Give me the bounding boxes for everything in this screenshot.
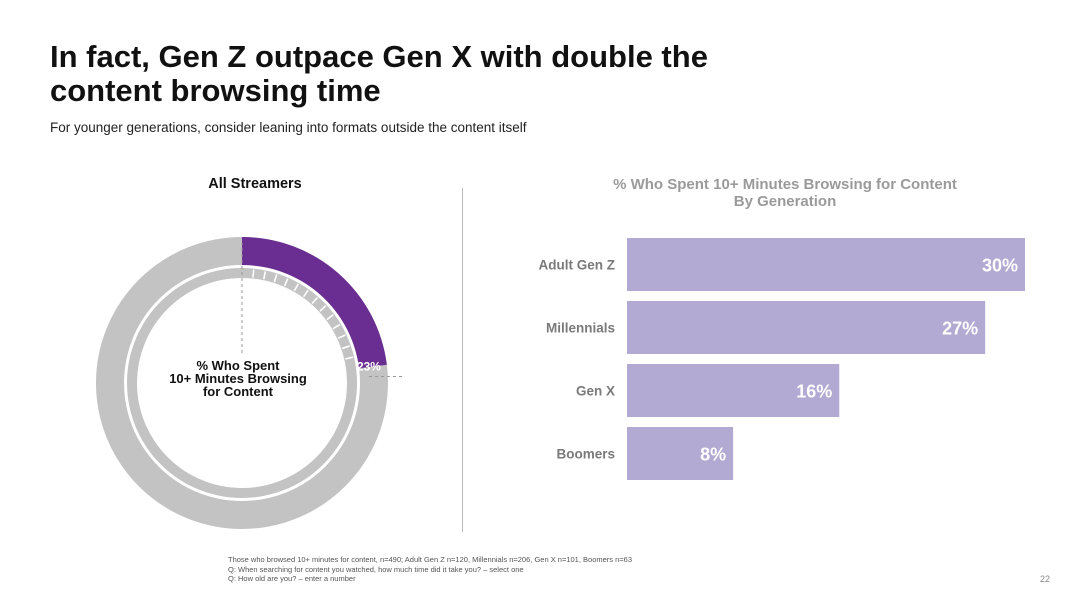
bar-chart-title: % Who Spent 10+ Minutes Browsing for Con… bbox=[580, 176, 990, 210]
donut-tick bbox=[341, 345, 351, 350]
donut-chart-title: All Streamers bbox=[208, 176, 302, 192]
page-title-line-2: content browsing time bbox=[50, 73, 381, 108]
donut-value-label: 23% bbox=[357, 359, 381, 373]
bar-chart: Adult Gen Z 30% Millennials 27% Gen X 16% Boom… bbox=[539, 238, 1025, 480]
donut-tick bbox=[302, 289, 309, 298]
page-title-line-1: In fact, Gen Z outpace Gen X with double… bbox=[50, 39, 708, 74]
bars-group: Adult Gen Z 30% Millennials 27% Gen X 16% Boom… bbox=[539, 238, 1025, 480]
donut-tick bbox=[326, 314, 334, 321]
section-divider bbox=[462, 188, 463, 532]
donut-tick bbox=[262, 271, 267, 280]
bar-value-label: 8% bbox=[700, 445, 726, 465]
bar-category-label: Millennials bbox=[546, 321, 615, 336]
donut-tick bbox=[273, 274, 278, 283]
donut-tick bbox=[252, 269, 255, 278]
donut-center-label: % Who Spent 10+ Minutes Browsing for Con… bbox=[158, 359, 318, 398]
page-title: In fact, Gen Z outpace Gen X with double… bbox=[50, 40, 870, 108]
donut-tick bbox=[319, 305, 327, 312]
bar-adult-gen-z bbox=[627, 238, 1025, 291]
donut-tick bbox=[293, 283, 299, 292]
bar-value-label: 27% bbox=[942, 319, 978, 339]
bar-millennials bbox=[627, 301, 986, 354]
donut-center-line-3: for Content bbox=[202, 384, 274, 399]
donut-slice-highlight bbox=[242, 237, 387, 369]
page-subtitle: For younger generations, consider leanin… bbox=[50, 120, 527, 135]
bar-gen-x bbox=[627, 364, 840, 417]
donut-tick bbox=[283, 278, 289, 287]
donut-center-line-2: 10+ Minutes Browsing bbox=[169, 371, 307, 386]
donut-tick bbox=[337, 334, 346, 340]
footnote-line-3: Q: How old are you? – enter a number bbox=[228, 574, 356, 583]
donut-tick bbox=[311, 296, 318, 305]
page-number: 22 bbox=[1039, 574, 1050, 584]
donut-group: 23% bbox=[96, 237, 403, 529]
bar-value-label: 16% bbox=[796, 382, 832, 402]
bar-category-label: Boomers bbox=[556, 447, 615, 462]
donut-chart: 23% bbox=[96, 237, 403, 529]
bar-value-label: 30% bbox=[982, 256, 1018, 276]
footnotes: Those who browsed 10+ minutes for conten… bbox=[228, 555, 632, 584]
donut-center-line-1: % Who Spent bbox=[196, 358, 280, 373]
bar-category-label: Adult Gen Z bbox=[539, 258, 616, 273]
bar-chart-title-line-2: By Generation bbox=[733, 193, 837, 210]
footnote-line-1: Those who browsed 10+ minutes for conten… bbox=[228, 555, 633, 564]
donut-tick bbox=[332, 323, 341, 330]
bar-category-label: Gen X bbox=[576, 384, 615, 399]
donut-tick bbox=[345, 356, 354, 360]
footnote-line-2: Q: When searching for content you watche… bbox=[228, 564, 524, 574]
bar-boomers bbox=[627, 427, 734, 480]
bar-chart-title-line-1: % Who Spent 10+ Minutes Browsing for Con… bbox=[613, 176, 957, 193]
